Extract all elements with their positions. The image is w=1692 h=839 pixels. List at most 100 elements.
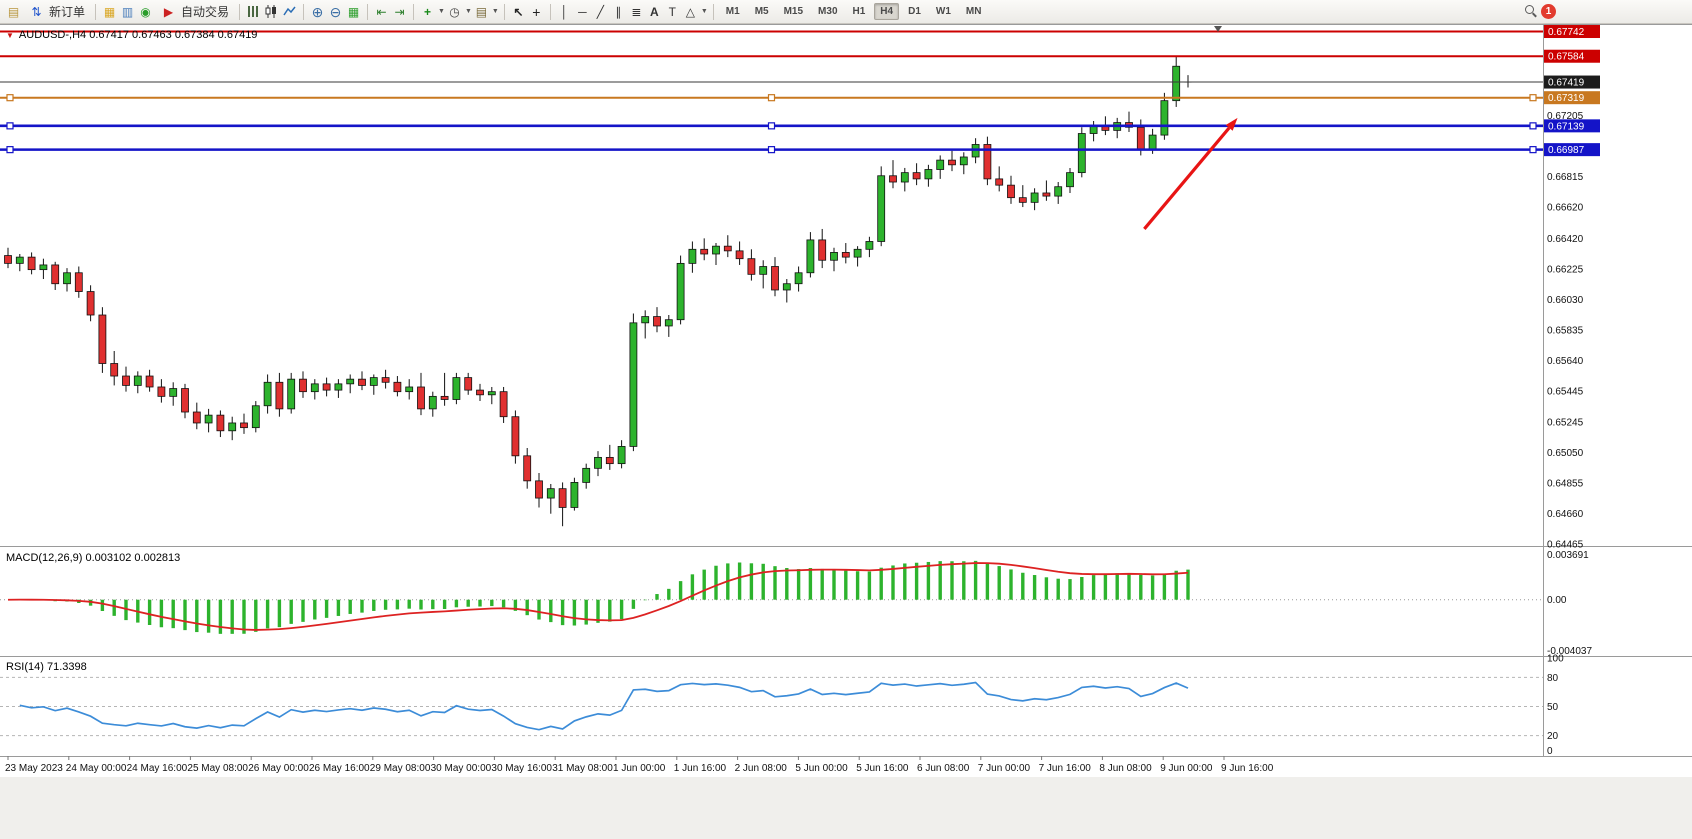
navigator-icon[interactable]: ◉ xyxy=(140,4,151,19)
timeframe-button-m15[interactable]: M15 xyxy=(783,6,804,17)
time-axis-label: 9 Jun 00:00 xyxy=(1160,763,1213,774)
price-tag xyxy=(1544,49,1600,63)
chart-canvas[interactable]: 0.67205 0.66815 0.66620 0.66420 0.66225 0.660… xyxy=(0,24,1692,839)
timeframe-button-h4[interactable]: H4 xyxy=(874,3,900,20)
notifications-badge[interactable]: 1 xyxy=(1541,4,1556,19)
rsi-scale-label: 50 xyxy=(1547,702,1559,713)
text-label-tool-icon[interactable]: T xyxy=(668,4,677,19)
macd-scale-label: 0.00 xyxy=(1547,595,1567,606)
rsi-scale-label: 20 xyxy=(1547,731,1559,742)
time-axis-label: 26 May 00:00 xyxy=(248,763,309,774)
zoom-out-icon[interactable]: ⊖ xyxy=(329,3,342,20)
new-order-button[interactable]: ⇅ 新订单 xyxy=(23,1,90,23)
fibonacci-tool-icon[interactable]: ≣ xyxy=(631,4,642,19)
toolbar-separator xyxy=(367,3,369,20)
text-tool-icon[interactable]: A xyxy=(650,4,659,19)
timeframe-button-d1[interactable]: D1 xyxy=(908,6,921,17)
price-level-handle[interactable] xyxy=(6,94,14,102)
time-axis-label: 25 May 08:00 xyxy=(187,763,248,774)
timeframe-button-m1[interactable]: M1 xyxy=(725,6,740,17)
timeframe-button-m5[interactable]: M5 xyxy=(754,6,769,17)
rsi-scale-label: 80 xyxy=(1547,673,1559,684)
auto-scroll-icon[interactable]: ⇥ xyxy=(394,4,405,19)
price-level-handle[interactable] xyxy=(1529,146,1537,154)
horizontal-line-tool-icon[interactable]: ─ xyxy=(578,4,587,19)
timeframe-button-h1[interactable]: H1 xyxy=(852,6,866,17)
market-watch-icon[interactable]: ▦ xyxy=(103,4,116,19)
crosshair-icon[interactable]: + xyxy=(532,3,541,20)
price-level-handle[interactable] xyxy=(1529,122,1537,130)
price-level-handle[interactable] xyxy=(6,146,14,154)
chart-window-icon[interactable]: ▤ xyxy=(7,4,20,19)
chart-shift-icon[interactable]: ⇤ xyxy=(376,4,387,19)
candle-body xyxy=(1018,197,1027,203)
candle-body xyxy=(369,377,378,386)
trend-arrow[interactable] xyxy=(1143,126,1231,230)
price-level-handle[interactable] xyxy=(767,122,776,130)
auto-trading-button[interactable]: ▶ 自动交易 xyxy=(155,1,234,23)
zoom-in-icon[interactable]: ⊕ xyxy=(311,3,324,20)
candle-body xyxy=(594,456,602,469)
data-window-icon[interactable]: ▥ xyxy=(121,4,134,19)
price-tag-label: 0.67319 xyxy=(1548,93,1585,104)
candle-body xyxy=(405,386,414,393)
candle-body xyxy=(664,319,673,327)
chart-shift-marker[interactable] xyxy=(1214,26,1222,32)
indicators-icon[interactable]: + xyxy=(424,4,432,19)
periods-dropdown-icon[interactable]: ▼ xyxy=(464,8,472,15)
candlestick-chart-icon[interactable] xyxy=(263,3,280,20)
candle-body xyxy=(605,456,614,465)
price-level-handle[interactable] xyxy=(767,94,776,102)
rsi-line xyxy=(19,681,1189,731)
new-order-icon: ⇅ xyxy=(31,4,42,19)
rsi-label: RSI(14) 71.3398 xyxy=(6,661,87,673)
candle-body xyxy=(110,363,119,377)
candle-body xyxy=(263,381,272,407)
shapes-tool-icon[interactable]: △ xyxy=(685,4,695,19)
line-chart-icon[interactable] xyxy=(281,3,298,20)
price-tag xyxy=(1544,91,1600,105)
price-tag-label: 0.67419 xyxy=(1548,78,1585,89)
price-axis-tick-label: 0.65245 xyxy=(1547,418,1584,429)
candle-body xyxy=(452,377,461,400)
tile-windows-icon[interactable]: ▦ xyxy=(347,4,360,19)
timeframe-button-mn[interactable]: MN xyxy=(965,6,982,17)
price-axis-tick-label: 0.65835 xyxy=(1547,325,1584,336)
price-axis-tick-label: 0.64660 xyxy=(1547,509,1584,520)
candle-body xyxy=(924,169,933,180)
vertical-line-tool-icon[interactable]: │ xyxy=(560,4,569,19)
price-tag-label: 0.66987 xyxy=(1548,145,1585,156)
candle-body xyxy=(240,422,248,429)
candle-body xyxy=(1136,126,1145,150)
candle-body xyxy=(995,178,1004,186)
candle-body xyxy=(676,262,685,321)
toolbar-separator xyxy=(503,3,505,20)
cursor-icon[interactable]: ↖ xyxy=(513,4,524,19)
candle-body xyxy=(877,175,886,242)
time-axis-label: 2 Jun 08:00 xyxy=(735,763,788,774)
candle-body xyxy=(27,256,36,271)
periods-icon[interactable]: ◷ xyxy=(449,4,460,19)
price-axis-tick-label: 0.66815 xyxy=(1547,172,1584,183)
new-order-label: 新订单 xyxy=(49,5,86,19)
indicators-dropdown-icon[interactable]: ▼ xyxy=(438,8,445,15)
timeframe-button-w1[interactable]: W1 xyxy=(935,6,951,17)
symbol-marker-icon: ▼ xyxy=(6,30,14,40)
price-axis-tick-label: 0.66420 xyxy=(1547,234,1584,245)
trendline-tool-icon[interactable]: ╱ xyxy=(596,4,604,19)
candle-body xyxy=(535,480,543,499)
macd-scale-label: 0.003691 xyxy=(1547,550,1589,561)
timeframe-button-m30[interactable]: M30 xyxy=(818,6,838,17)
price-level-handle[interactable] xyxy=(1529,94,1537,102)
bar-chart-icon[interactable] xyxy=(245,3,262,20)
shapes-dropdown-icon[interactable]: ▼ xyxy=(700,8,708,15)
search-icon[interactable] xyxy=(1523,3,1540,20)
time-axis-label: 8 Jun 08:00 xyxy=(1099,763,1152,774)
trend-arrow-head[interactable] xyxy=(1225,117,1238,131)
templates-dropdown-icon[interactable]: ▼ xyxy=(491,8,499,15)
price-level-handle[interactable] xyxy=(6,122,14,130)
price-level-handle[interactable] xyxy=(767,146,776,154)
channel-tool-icon[interactable]: ∥ xyxy=(615,4,622,19)
toolbar-separator xyxy=(549,3,551,20)
templates-icon[interactable]: ▤ xyxy=(475,4,488,19)
